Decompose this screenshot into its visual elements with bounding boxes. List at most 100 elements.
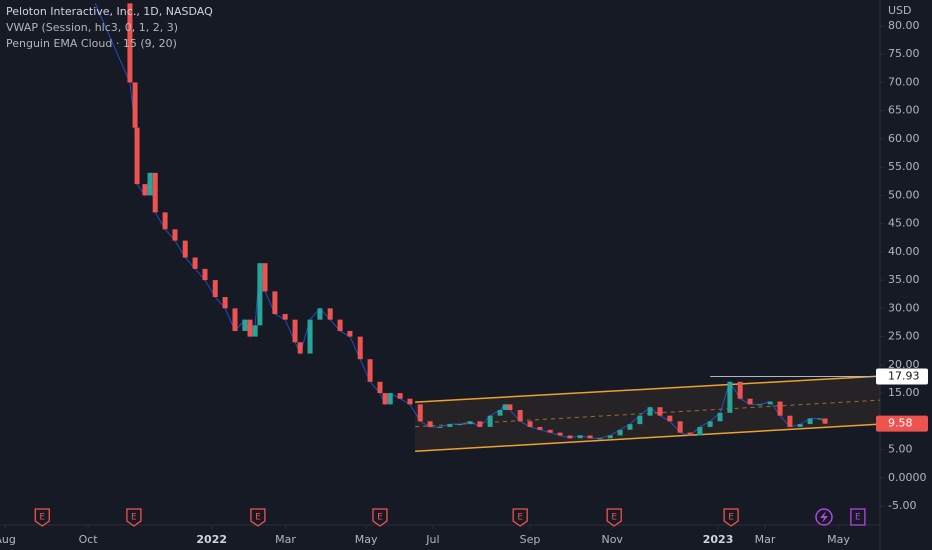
candle [687,432,693,436]
y-tick-label: 45.00 [888,217,920,230]
candle [367,359,373,382]
earnings-marker[interactable] [606,508,622,527]
candle [127,3,133,83]
candle [152,172,158,213]
earnings-label: E [517,513,523,523]
upcoming-earnings-marker[interactable] [850,508,866,526]
candle [437,426,443,428]
chart-title: Peloton Interactive, Inc., 1D, NASDAQ [6,5,213,18]
y-tick-label: 25.00 [888,330,920,343]
y-tick-label: 40.00 [888,245,920,258]
y-tick-label: 50.00 [888,188,920,201]
candle [232,308,238,331]
candle [617,429,623,436]
candle [272,291,278,315]
earnings-label: E [611,513,617,523]
x-tick-label: Nov [601,533,623,546]
candle [502,404,508,411]
candle [162,212,168,230]
candle [357,336,363,360]
candle [777,401,783,416]
candle [747,398,753,405]
y-tick-label: 75.00 [888,47,920,60]
earnings-label: E [728,513,734,523]
y-tick-label: 70.00 [888,75,920,88]
candle [212,280,218,298]
y-tick-label: 35.00 [888,273,920,286]
earnings-label: E [255,513,261,523]
earnings-marker[interactable] [34,508,50,527]
candle [297,342,303,354]
candle [757,404,763,406]
channel-line [415,375,880,403]
candle [667,415,673,422]
candle [182,240,188,258]
lightning-icon[interactable] [815,508,833,526]
candle [517,410,523,422]
x-tick-label: Oct [79,533,99,546]
y-tick-label: 20.00 [888,358,920,371]
candle [717,412,723,422]
x-tick-label: May [827,533,850,546]
candle [252,325,258,337]
candle [637,415,643,425]
earnings-label: E [39,513,45,523]
earnings-marker[interactable] [126,508,142,527]
earnings-marker[interactable] [512,508,528,527]
hline-price-label-box [876,368,928,385]
candle [567,435,573,439]
candle [397,393,403,399]
x-tick-label: Mar [755,533,776,546]
candle [262,263,268,292]
candle [527,421,533,427]
candle [327,308,333,320]
candle [697,426,703,436]
y-tick-label: 60.00 [888,132,920,145]
x-tick-label: 2023 [703,533,734,546]
candle [547,429,553,433]
candle [457,424,463,426]
x-tick-label: Sep [520,533,541,546]
candle [817,418,823,420]
candle [147,172,153,196]
candle [707,421,713,427]
candle [292,319,298,343]
candle [497,410,503,416]
y-tick-label: 5.00 [888,443,913,456]
hline-price-label: 17.93 [888,370,920,383]
candle [382,393,388,405]
candle [387,393,393,405]
candle [537,426,543,430]
candle [597,438,603,440]
earnings-marker[interactable] [372,508,388,527]
y-tick-label: 65.00 [888,104,920,117]
candle [337,319,343,331]
upcoming-earnings-label: E [855,513,861,523]
y-tick-label: 55.00 [888,160,920,173]
earnings-label: E [131,513,137,523]
indicator: VWAP (Session, hlc3, 0, 1, 2, 3) [6,21,178,34]
earnings-marker[interactable] [723,508,739,527]
candle [557,432,563,436]
candle [767,401,773,405]
x-tick-label: Aug [0,533,16,546]
candle [447,424,453,427]
y-tick-label: 30.00 [888,301,920,314]
candle [727,381,733,413]
channel-line [415,423,880,452]
candle [477,421,483,427]
candle [577,435,583,439]
candle [347,330,353,337]
candle [307,319,313,354]
candle [192,257,198,269]
candle [142,184,148,196]
earnings-marker[interactable] [250,508,266,527]
candle [467,421,473,425]
plot [94,3,880,452]
candle [607,435,613,439]
candle [407,398,413,405]
candle [797,424,803,427]
earnings-label: E [377,513,383,523]
